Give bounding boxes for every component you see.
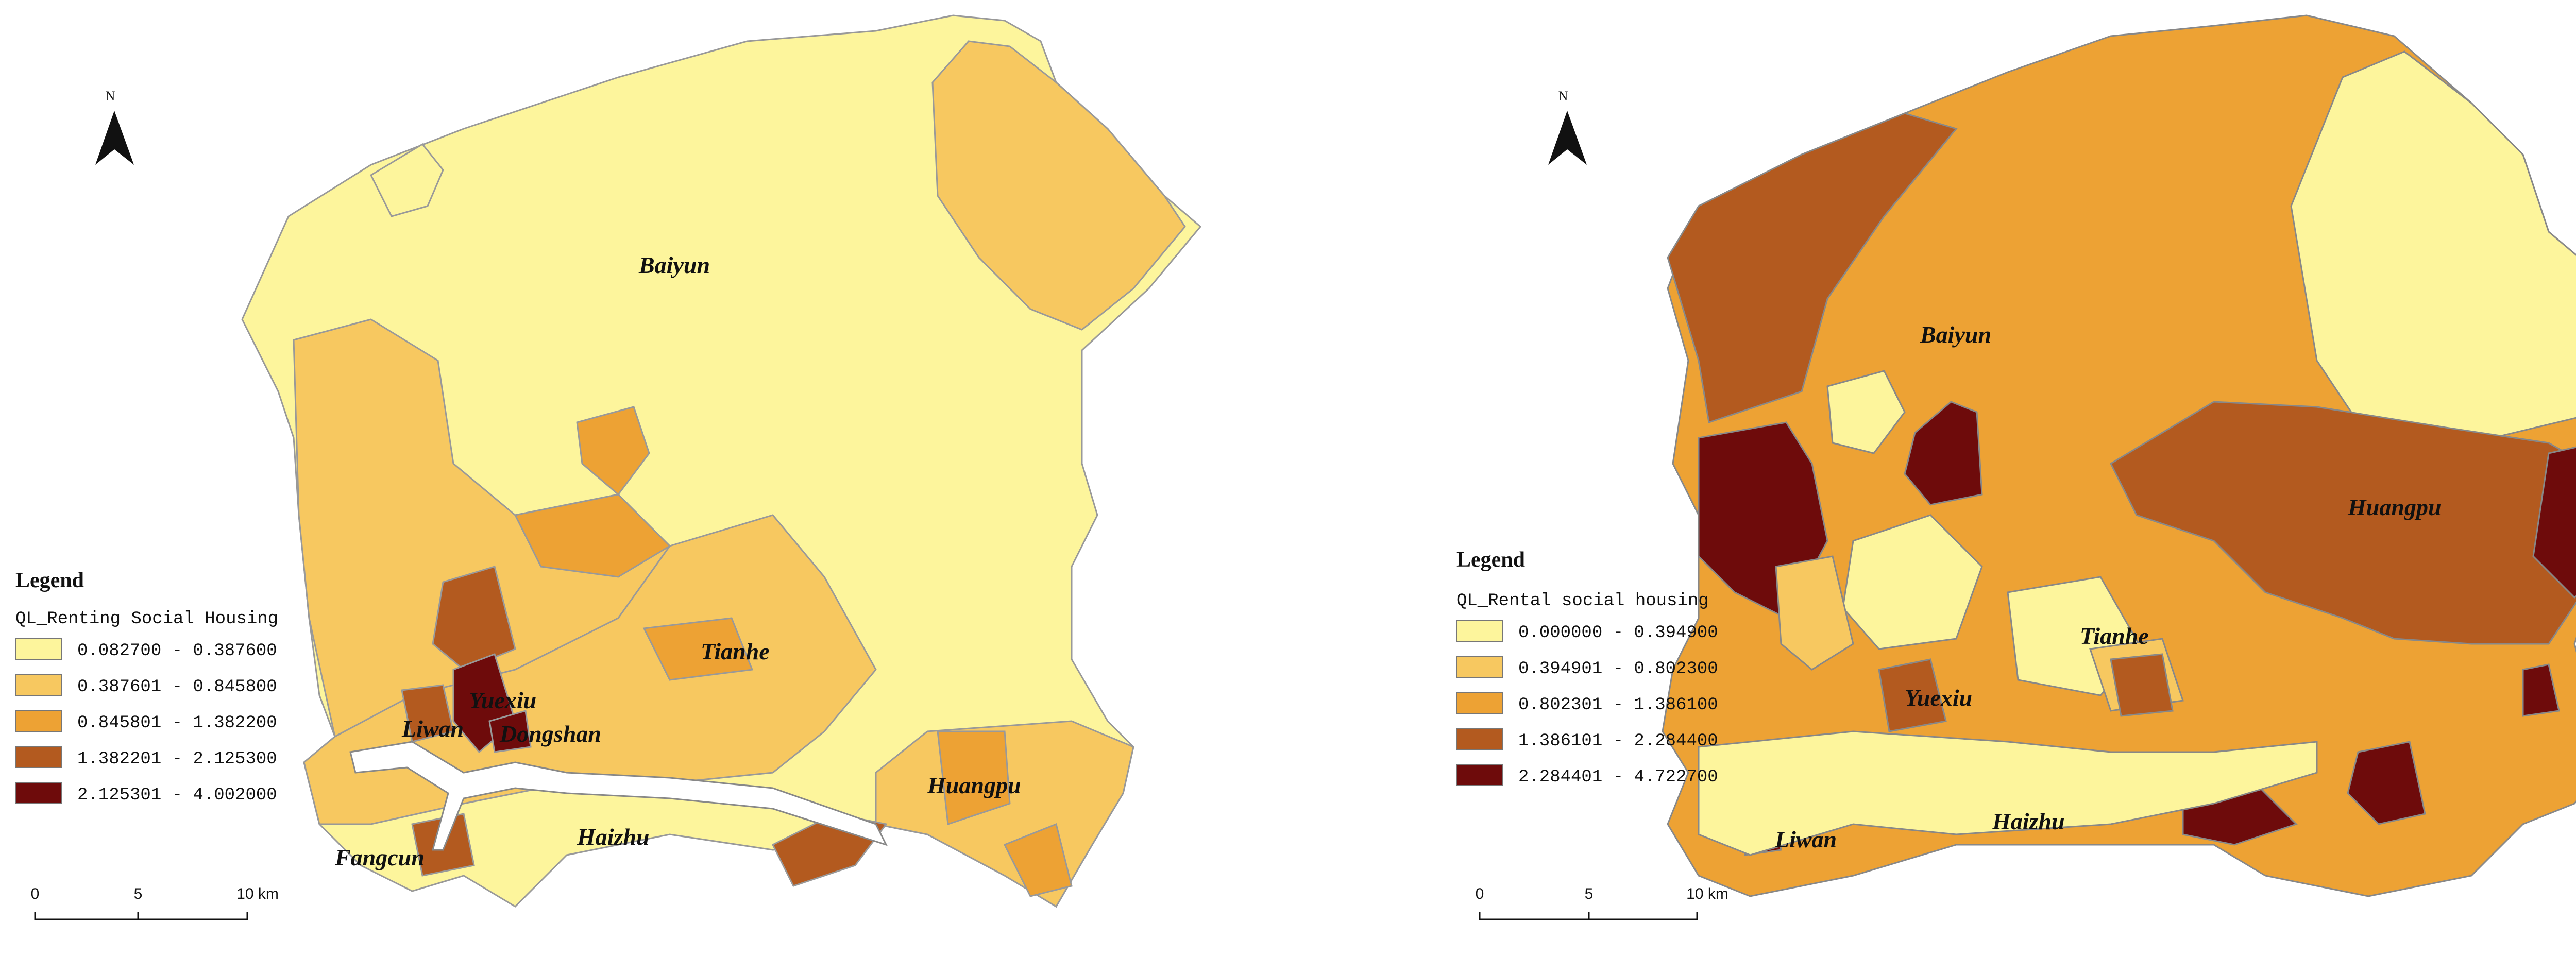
legend-item: 2.125301 - 4.002000 [15,782,277,805]
right-map-patch [1775,555,1854,671]
legend-item: 0.000000 - 0.394900 [1456,620,1718,643]
legend-item: 0.387601 - 0.845800 [15,674,277,697]
left-map-ne-block [931,40,1186,331]
legend-item: 2.284401 - 4.722700 [1456,764,1718,787]
right-map-patch [1904,401,1983,506]
right-map-patch [2532,446,2576,599]
district-label: Liwan [401,715,464,742]
legend: Legend QL_Renting Social Housing 0.08270… [15,569,278,805]
legend: Legend QL_Rental social housing 0.000000… [1456,548,1718,787]
svg-text:10 km: 10 km [1686,885,1728,902]
district-label: Yuexiu [469,687,536,713]
district-label: Haizhu [1992,808,2065,834]
legend-item: 0.845801 - 1.382200 [15,710,277,733]
svg-text:2.125301 - 4.002000: 2.125301 - 4.002000 [77,786,277,805]
scale-bar: 0 5 10 km [1476,885,1728,920]
svg-text:5: 5 [134,885,143,902]
legend-item: 0.082700 - 0.387600 [15,638,277,661]
right-map-svg: Baiyun Huangpu Tianhe Yuexiu Liwan Haizh… [1456,14,2576,920]
left-map-panel: Baiyun Tianhe Yuexiu Liwan Dongshan Fang… [15,14,1202,920]
legend-field-name: QL_Rental social housing [1456,591,1709,611]
district-label: Baiyun [638,252,710,278]
legend-item: 0.394901 - 0.802300 [1456,656,1718,679]
north-arrow-icon: N [1548,89,1587,165]
left-map-patch [642,617,754,681]
legend-item: 1.386101 - 2.284400 [1456,728,1718,751]
district-label: Yuexiu [1905,685,1972,711]
right-map-patch [2522,663,2560,717]
legend-title: Legend [1456,548,1525,572]
legend-field-name: QL_Renting Social Housing [15,609,278,629]
district-label: Tianhe [2080,623,2149,649]
right-map-patch [1878,658,1947,732]
left-map-patch [401,684,454,743]
svg-text:0: 0 [31,885,40,902]
district-label: Dongshan [499,721,601,747]
right-map-patch [2347,741,2426,825]
left-map-patch [488,710,532,753]
north-arrow-icon: N [95,89,134,165]
left-map-east-band [875,720,1134,908]
svg-text:N: N [106,89,115,104]
svg-text:5: 5 [1585,885,1594,902]
right-map-patch [2290,50,2576,444]
svg-text:0.802301 - 1.386100: 0.802301 - 1.386100 [1518,695,1718,715]
svg-text:N: N [1558,89,1568,104]
left-map-patch [514,493,671,578]
district-label: Fangcun [334,844,425,870]
left-map-river [349,741,888,851]
svg-text:0: 0 [1476,885,1484,902]
district-label: Huangpu [2347,494,2442,520]
svg-text:0.000000 - 0.394900: 0.000000 - 0.394900 [1518,623,1718,643]
right-map-panel: Baiyun Huangpu Tianhe Yuexiu Liwan Haizh… [1338,0,2576,956]
left-map-patch [576,406,650,496]
left-map-patch [937,730,1011,826]
district-label: Baiyun [1920,321,1991,348]
svg-text:2.284401 - 4.722700: 2.284401 - 4.722700 [1518,767,1718,787]
district-label: Haizhu [577,824,650,850]
left-map-south-band [303,514,877,825]
left-map-lobe [370,143,444,217]
svg-text:1.386101 - 2.284400: 1.386101 - 2.284400 [1518,731,1718,751]
svg-text:1.382201 - 2.125300: 1.382201 - 2.125300 [77,749,277,769]
svg-text:0.082700 - 0.387600: 0.082700 - 0.387600 [77,641,277,661]
right-map-patch [1667,112,1958,423]
left-map-patch [1003,823,1073,897]
svg-text:0.387601 - 0.845800: 0.387601 - 0.845800 [77,677,277,697]
right-map-patch [2110,401,2576,645]
svg-text:10 km: 10 km [236,885,279,902]
district-label: Liwan [1774,826,1837,852]
right-map-patch [1698,730,2318,856]
legend-item: 1.382201 - 2.125300 [15,746,277,769]
legend-title: Legend [15,569,84,592]
left-map-svg: Baiyun Tianhe Yuexiu Liwan Dongshan Fang… [15,14,1202,920]
right-map-patch [2110,653,2174,717]
svg-text:0.394901 - 0.802300: 0.394901 - 0.802300 [1518,659,1718,679]
district-label: Tianhe [701,638,770,664]
right-map-patch [1826,370,1906,454]
svg-text:0.845801 - 1.382200: 0.845801 - 1.382200 [77,713,277,733]
legend-item: 0.802301 - 1.386100 [1456,692,1718,715]
district-label: Huangpu [927,772,1021,798]
scale-bar: 0 5 10 km [31,885,279,920]
